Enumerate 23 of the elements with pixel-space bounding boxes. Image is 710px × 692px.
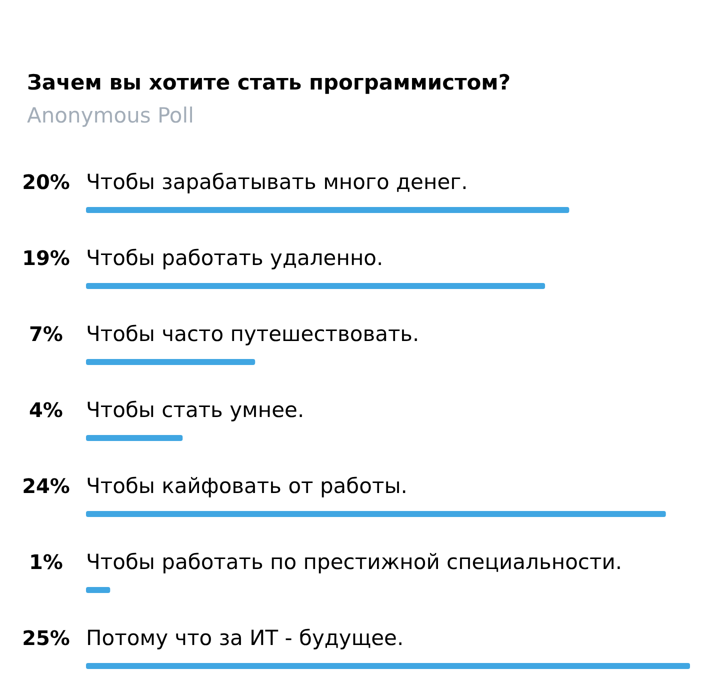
data-label: 19% [22,246,70,270]
data-label: 7% [29,322,63,346]
data-label: 25% [22,626,70,650]
bar [86,663,690,669]
chart-subtitle: Anonymous Poll [27,104,194,128]
data-label: 1% [29,550,63,574]
chart-title: Зачем вы хотите стать программистом? [27,70,511,94]
bar [86,359,256,365]
y-tick-label: Чтобы часто путешествовать. [86,322,420,346]
y-tick-label: Потому что за ИТ - будущее. [86,626,404,650]
y-tick-label: Чтобы зарабатывать много денег. [86,170,468,194]
bar [86,511,666,517]
y-tick-label: Чтобы кайфовать от работы. [86,474,408,498]
data-label: 20% [22,170,70,194]
y-tick-label: Чтобы стать умнее. [86,398,304,422]
data-label: 4% [29,398,63,422]
bar [86,435,183,441]
y-tick-label: Чтобы работать удаленно. [86,246,384,270]
bar [86,283,546,289]
bar [86,207,570,213]
bar [86,587,110,593]
data-label: 24% [22,474,70,498]
y-tick-label: Чтобы работать по престижной специальности. [86,550,622,574]
